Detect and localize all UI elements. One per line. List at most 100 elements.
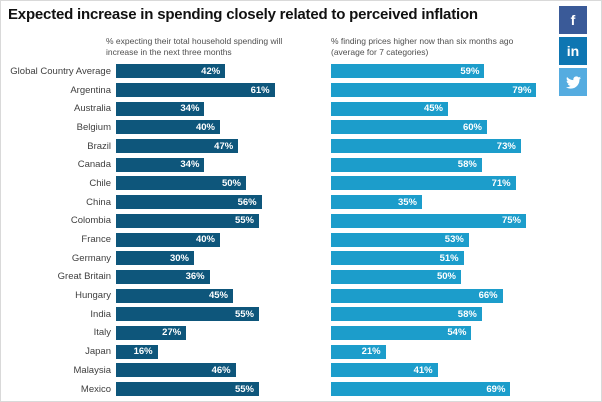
left-bar-track: 27% (116, 325, 331, 340)
country-label: Australia (74, 103, 111, 115)
left-bar: 55% (116, 213, 259, 228)
right-subtitle-line1: % finding prices higher now than six mon… (331, 36, 514, 46)
left-bar-value: 30% (169, 252, 189, 264)
chart-row: Belgium 40% 60% (1, 118, 601, 137)
left-bar: 30% (116, 251, 194, 266)
left-bar: 40% (116, 120, 220, 135)
left-bar-track: 46% (116, 363, 331, 378)
country-label: Mexico (80, 383, 111, 395)
right-bar-value: 75% (501, 215, 521, 227)
country-label: Germany (71, 252, 111, 264)
left-bar-track: 47% (116, 139, 331, 154)
country-label: France (81, 234, 111, 246)
left-bar-track: 45% (116, 288, 331, 303)
right-bar-value: 73% (496, 140, 516, 152)
right-bar-value: 50% (436, 271, 456, 283)
right-bar-value: 41% (413, 364, 433, 376)
right-bar-value: 58% (457, 159, 477, 171)
right-bar-value: 35% (397, 196, 417, 208)
left-bar-track: 55% (116, 213, 331, 228)
right-bar: 69% (331, 382, 511, 397)
right-bar: 60% (331, 120, 487, 135)
country-label: Italy (93, 327, 111, 339)
right-bar: 53% (331, 232, 469, 247)
left-bar-track: 50% (116, 176, 331, 191)
left-bar-value: 45% (208, 290, 228, 302)
country-label: Chile (89, 177, 111, 189)
left-bar: 55% (116, 382, 259, 397)
chart-row: Mexico 55% 69% (1, 380, 601, 399)
left-bar-track: 61% (116, 83, 331, 98)
left-bar-track: 34% (116, 157, 331, 172)
left-bar-value: 47% (214, 140, 234, 152)
right-bar-track: 59% (331, 64, 601, 79)
country-label: China (86, 196, 111, 208)
left-bar: 47% (116, 139, 239, 154)
country-label: Japan (85, 346, 111, 358)
right-bar-value: 79% (512, 84, 532, 96)
chart-rows: Global Country Average 42% 59% Argentina… (1, 62, 601, 399)
chart-row: Japan 16% 21% (1, 342, 601, 361)
left-bar-value: 50% (221, 177, 241, 189)
left-bar: 46% (116, 363, 236, 378)
right-bar-value: 51% (439, 252, 459, 264)
country-label: Colombia (70, 215, 111, 227)
left-bar: 61% (116, 83, 275, 98)
left-bar: 55% (116, 307, 259, 322)
left-bar-value: 40% (195, 121, 215, 133)
left-bar-track: 55% (116, 307, 331, 322)
linkedin-share-button[interactable]: in (559, 37, 587, 65)
country-label: Brazil (87, 140, 111, 152)
right-bar: 66% (331, 288, 503, 303)
right-bar-value: 45% (423, 103, 443, 115)
left-bar-value: 46% (211, 364, 231, 376)
left-bar-track: 40% (116, 232, 331, 247)
right-bar-value: 69% (486, 383, 506, 395)
right-bar: 41% (331, 363, 438, 378)
right-bar-track: 54% (331, 325, 601, 340)
right-bar: 59% (331, 64, 485, 79)
right-bar-track: 71% (331, 176, 601, 191)
left-bar-track: 34% (116, 101, 331, 116)
right-bar-track: 75% (331, 213, 601, 228)
right-bar: 35% (331, 195, 422, 210)
left-subtitle-line1: % expecting their total household spendi… (106, 36, 283, 46)
left-chart-subtitle: % expecting their total household spendi… (106, 36, 324, 58)
right-bar-track: 35% (331, 195, 601, 210)
right-bar-value: 60% (462, 121, 482, 133)
social-share-bar: f in (559, 6, 587, 96)
right-bar: 51% (331, 251, 464, 266)
chart-row: Great Britain 36% 50% (1, 268, 601, 287)
left-subtitle-line2: increase in the next three months (106, 47, 232, 58)
twitter-share-button[interactable] (559, 68, 587, 96)
country-label: Great Britain (57, 271, 111, 283)
linkedin-icon: in (566, 43, 580, 59)
right-bar: 58% (331, 307, 482, 322)
chart-row: France 40% 53% (1, 230, 601, 249)
right-bar-track: 69% (331, 382, 601, 397)
right-bar: 45% (331, 101, 448, 116)
left-bar-value: 42% (201, 65, 221, 77)
right-bar: 75% (331, 213, 526, 228)
twitter-icon (565, 75, 581, 90)
right-bar-track: 58% (331, 307, 601, 322)
country-label: Hungary (75, 290, 111, 302)
page-title: Expected increase in spending closely re… (8, 6, 478, 23)
left-bar-value: 34% (180, 159, 200, 171)
left-bar-track: 36% (116, 269, 331, 284)
right-bar: 79% (331, 83, 537, 98)
right-bar-value: 59% (460, 65, 480, 77)
country-label: Malaysia (73, 364, 112, 376)
country-label: Argentina (70, 84, 111, 96)
right-bar-track: 73% (331, 139, 601, 154)
country-label: Global Country Average (10, 65, 111, 77)
left-bar-value: 56% (237, 196, 257, 208)
left-bar-value: 55% (234, 308, 254, 320)
left-bar-value: 27% (162, 327, 182, 339)
left-bar-value: 34% (180, 103, 200, 115)
right-bar-track: 51% (331, 251, 601, 266)
facebook-share-button[interactable]: f (559, 6, 587, 34)
left-bar-track: 40% (116, 120, 331, 135)
right-bar: 54% (331, 325, 472, 340)
